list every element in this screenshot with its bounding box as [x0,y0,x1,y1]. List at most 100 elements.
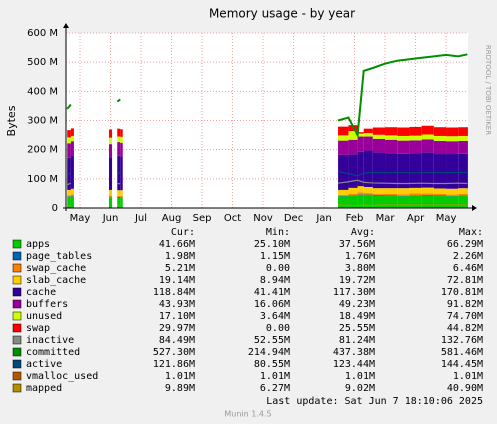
legend-label: cache [26,287,56,298]
area-segment [117,128,121,137]
area-segment [363,133,373,137]
area-segment [421,195,434,208]
area-segment [372,134,386,139]
legend-swatch [12,239,22,249]
area-segment [363,136,373,151]
legend-value: 80.55M [254,359,290,370]
area-segment [109,197,113,208]
x-tick-label: Apr [407,213,425,224]
legend-value: 170.81M [441,287,483,298]
legend-swatch [12,323,22,333]
area-segment [338,196,349,208]
area-segment [348,195,358,196]
area-segment [421,134,434,140]
area-segment [397,194,410,196]
y-tick-label: 600 M [27,28,58,39]
area-segment [372,127,386,135]
legend-value: 19.72M [339,275,375,286]
legend-value: 581.46M [441,347,483,358]
x-tick-label: Jul [134,213,147,224]
legend-value: 144.45M [441,359,483,370]
y-tick-label: 500 M [27,57,58,68]
area-segment [397,153,410,189]
legend-value: 81.24M [339,335,375,346]
area-segment [446,127,459,137]
legend-header: Min: [266,227,290,238]
x-tick-label: May [436,213,457,224]
area-segment [372,188,386,194]
area-segment [385,127,398,136]
legend-swatch [12,347,22,357]
legend-label: vmalloc_used [26,371,98,382]
area-segment [467,127,468,136]
chart-title: Memory usage - by year [209,7,355,21]
legend-value: 132.76M [441,335,483,346]
area-segment [467,140,468,154]
area-segment [446,196,459,208]
x-tick-label: May [70,213,91,224]
legend-value: 9.89M [165,383,195,394]
legend-label: committed [26,347,80,358]
area-segment [409,135,422,141]
area-segment [70,188,74,195]
area-segment [70,195,74,197]
legend-swatch [12,359,22,369]
x-tick-label: Sep [193,213,212,224]
legend-value: 29.97M [159,323,195,334]
area-segment [120,190,123,197]
legend-value: 43.93M [159,299,195,310]
legend-value: 84.49M [159,335,195,346]
area-segment [409,140,422,154]
legend-value: 49.23M [339,299,375,310]
area-segment [385,139,398,154]
area-segment [409,195,422,196]
area-segment [363,187,373,194]
x-axis-arrow [472,205,477,211]
area-segment [433,188,447,194]
area-segment [397,140,410,154]
area-segment [421,152,434,188]
legend-header: Cur: [171,227,195,238]
area-segment [357,194,364,208]
area-segment [372,152,386,189]
area-segment [421,194,434,196]
area-segment [120,142,123,157]
area-segment [109,137,113,145]
legend-value: 118.84M [153,287,195,298]
area-segment [117,195,121,197]
area-segment [357,151,364,187]
area-segment [338,126,349,136]
legend-value: 121.86M [153,359,195,370]
area-segment [409,187,422,194]
area-segment [433,195,447,197]
legend-value: 9.02M [345,383,375,394]
area-segment [338,189,349,195]
y-tick-label: 400 M [27,86,58,97]
legend-value: 0.00 [266,323,290,334]
area-segment [357,194,364,195]
legend-value: 123.44M [333,359,375,370]
area-segment [109,129,113,138]
area-segment [467,195,468,197]
y-tick-label: 0 [52,203,58,214]
area-segment [117,136,121,143]
y-tick-label: 300 M [27,116,58,127]
area-segment [446,141,459,155]
legend-value: 72.81M [447,275,483,286]
area-segment [120,196,123,198]
area-segment [385,194,398,196]
legend-value: 214.94M [248,347,290,358]
area-segment [385,196,398,208]
legend-value: 1.01M [260,371,290,382]
legend-value: 41.66M [159,239,195,250]
x-tick-label: Jan [315,213,331,224]
area-segment [458,195,468,208]
area-segment [70,194,74,196]
area-segment [467,194,468,196]
legend-swatch [12,275,22,285]
area-segment [357,132,364,134]
legend-value: 1.01M [453,371,483,382]
area-segment [467,135,468,141]
legend-swatch [12,299,22,309]
area-segment [433,140,447,155]
